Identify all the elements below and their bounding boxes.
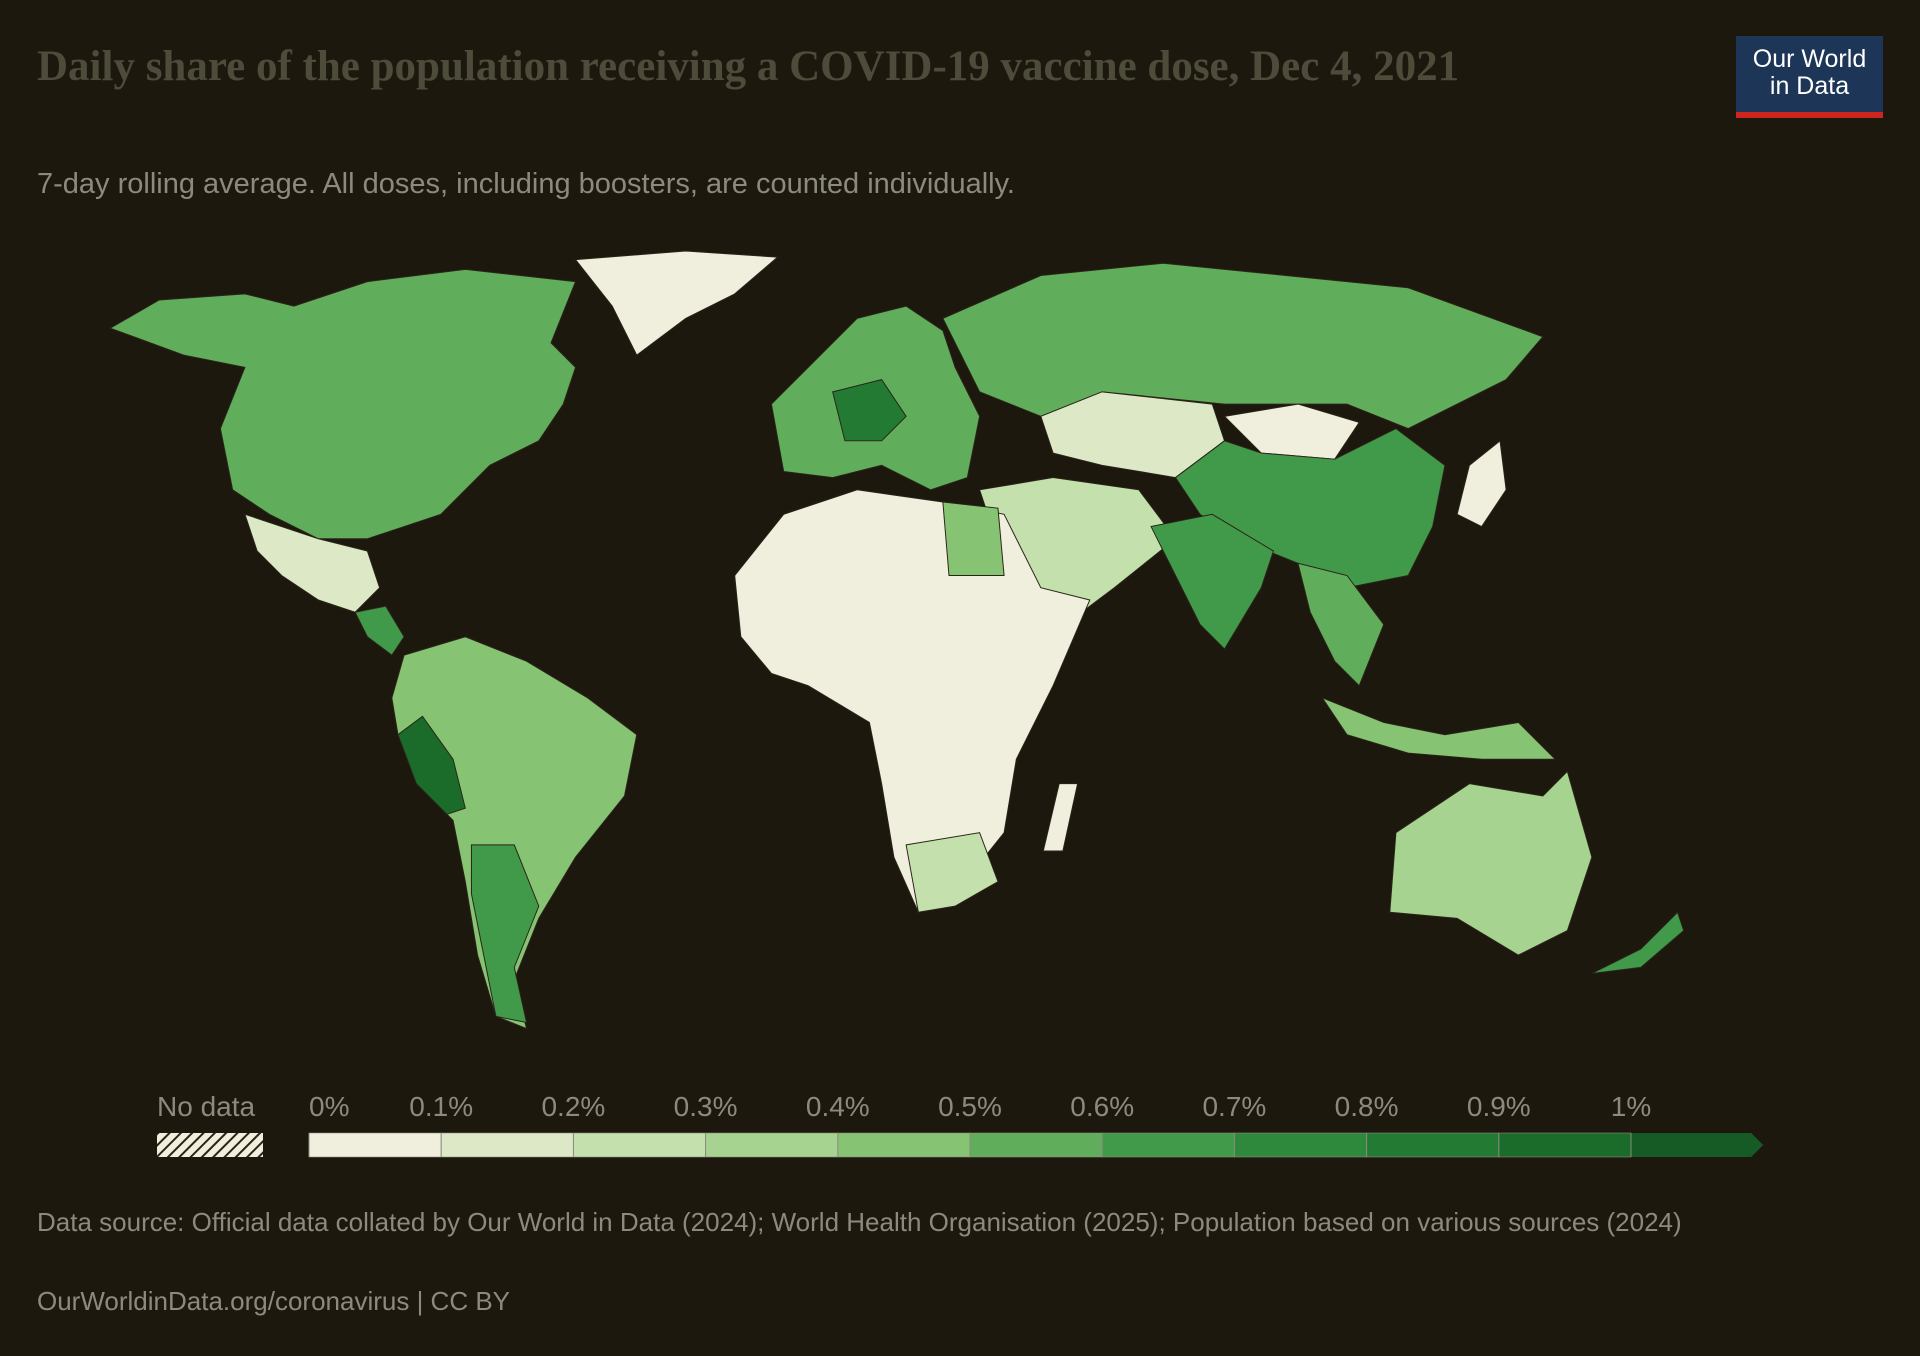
argentina (470, 844, 540, 1024)
legend-tick-label: 0.5% (938, 1091, 1002, 1122)
mongolia (1223, 403, 1360, 460)
north-america (109, 268, 577, 540)
new-zealand (1591, 911, 1685, 974)
legend-tick-label: 0.2% (541, 1091, 605, 1122)
legend-no-data-label: No data (157, 1091, 255, 1122)
japan (1456, 439, 1507, 528)
legend-bin (1366, 1132, 1500, 1158)
legend-tick-label: 0% (309, 1091, 349, 1122)
legend-bin (308, 1132, 442, 1158)
legend-tick-label: 0.1% (409, 1091, 473, 1122)
logo-text: Our World (1752, 45, 1867, 73)
peru (397, 715, 466, 815)
southern-africa (905, 832, 999, 913)
subtitle: 7-day rolling average. All doses, includ… (37, 168, 1015, 200)
logo[interactable]: Our World in Data (1736, 36, 1883, 118)
legend-no-data-swatch (157, 1133, 263, 1157)
title: Daily share of the population receiving … (37, 43, 1460, 90)
legend-tick-label: 0.9% (1467, 1091, 1531, 1122)
legend-tick-label: 0.4% (806, 1091, 870, 1122)
central-europe (832, 379, 907, 442)
greenland (574, 250, 779, 356)
madagascar (1042, 783, 1079, 852)
legend-tick-label: 0.8% (1335, 1091, 1399, 1122)
legend-bin (705, 1132, 839, 1158)
australia (1389, 770, 1593, 956)
world-map (109, 250, 1685, 1030)
legend-tick-label: 1% (1611, 1091, 1651, 1122)
legend-tick-label: 0.7% (1202, 1091, 1266, 1122)
legend-tick-label: 0.3% (674, 1091, 738, 1122)
russia (942, 262, 1544, 430)
indonesia (1321, 696, 1557, 760)
legend-bin (969, 1132, 1103, 1158)
legend-bin (1631, 1133, 1764, 1157)
legend-bin (837, 1132, 971, 1158)
source-note: Data source: Official data collated by O… (37, 1207, 1682, 1237)
legend-bin (1234, 1132, 1367, 1158)
legend-tick-label: 0.6% (1070, 1091, 1134, 1122)
india (1150, 513, 1275, 650)
legend-bin (573, 1132, 706, 1158)
logo-text: in Data (1769, 72, 1850, 100)
footer[interactable]: OurWorldinData.org/coronavirus | CC BY (37, 1286, 511, 1316)
egypt (942, 501, 1005, 577)
central-america (354, 605, 405, 656)
legend-bin (1101, 1132, 1235, 1158)
legend-bin (1498, 1132, 1632, 1158)
legend-bin (440, 1132, 574, 1158)
southeast-asia (1297, 562, 1385, 687)
